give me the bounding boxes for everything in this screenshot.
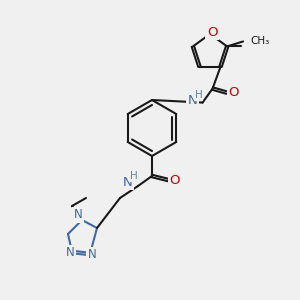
- Text: N: N: [88, 248, 96, 262]
- Text: O: O: [170, 173, 180, 187]
- Text: N: N: [123, 176, 133, 188]
- Text: H: H: [130, 171, 138, 181]
- Text: O: O: [207, 26, 217, 38]
- Text: N: N: [66, 247, 74, 260]
- Text: N: N: [188, 94, 197, 107]
- Text: O: O: [228, 86, 239, 99]
- Text: CH₃: CH₃: [250, 36, 269, 46]
- Text: N: N: [74, 208, 82, 221]
- Text: H: H: [195, 90, 203, 100]
